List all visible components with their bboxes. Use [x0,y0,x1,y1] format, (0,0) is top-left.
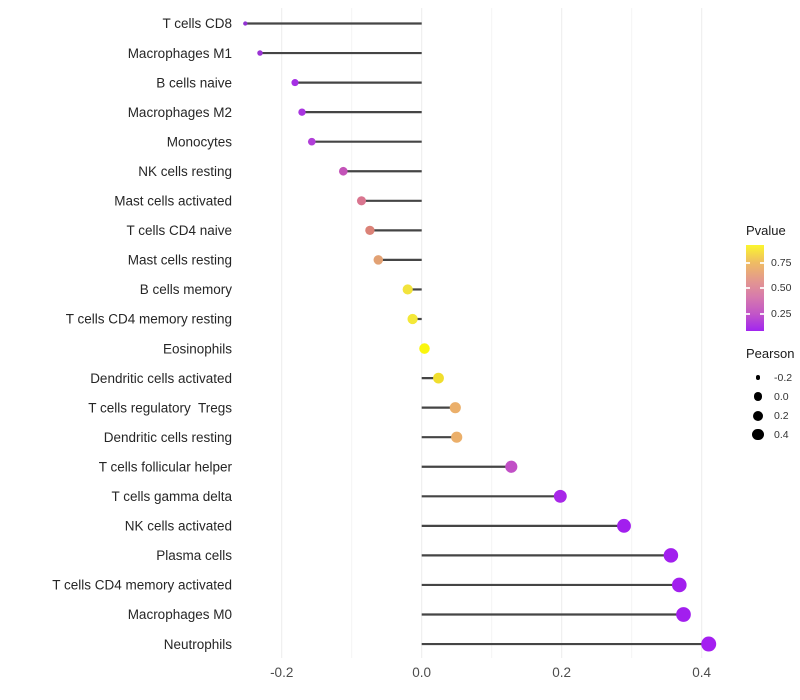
x-axis-tick-label: 0.2 [552,665,571,680]
y-axis-category-label: Dendritic cells activated [90,371,232,386]
data-point [433,372,444,384]
y-axis-category-label: Macrophages M0 [128,607,232,622]
data-point [243,21,248,26]
x-axis-tick-label: 0.4 [692,665,711,680]
y-axis-category-label: Mast cells activated [114,194,232,209]
pearson-dot-cell [746,392,770,401]
colorbar-tick-mark [746,287,750,290]
pearson-legend-title: Pearson [746,346,795,361]
data-point [451,431,463,443]
y-axis-category-label: T cells regulatory Tregs [88,400,232,415]
pearson-dot-cell [746,375,770,380]
data-point [671,577,687,593]
data-point [617,518,631,533]
data-point [338,166,348,176]
pearson-size-legend: Pearson -0.2 0.0 0.2 0.4 [746,346,800,444]
pearson-size-dot [753,392,763,401]
pvalue-legend-title: Pvalue [746,223,786,238]
y-axis-category-label: B cells naive [156,75,232,90]
pearson-size-dot [752,428,764,441]
pearson-legend-item: 0.0 [746,387,800,406]
colorbar-tick-mark [760,262,764,265]
pearson-size-dot [753,410,763,421]
colorbar-tick-mark [760,287,764,290]
y-axis-category-label: Macrophages M1 [128,46,232,61]
y-axis-category-label: B cells memory [140,282,233,297]
y-axis-category-label: Macrophages M2 [128,105,232,120]
pearson-dot-cell [746,428,770,441]
x-axis-tick-label: 0.0 [412,665,431,680]
pvalue-colorbar-wrap: 0.75 0.50 0.25 [746,245,800,331]
data-point [407,313,418,325]
y-axis-category-label: Monocytes [167,134,233,149]
y-axis-category-label: NK cells resting [138,164,232,179]
data-point [365,225,375,236]
pearson-size-label: 0.4 [774,428,789,441]
data-point [356,196,367,206]
data-point [663,548,679,563]
pearson-legend-item: -0.2 [746,368,800,387]
data-point [307,137,316,146]
y-axis-category-label: T cells follicular helper [99,459,233,474]
pearson-size-dot [755,375,761,380]
colorbar-tick-mark [746,313,750,316]
colorbar-tick-mark [746,262,750,265]
data-point [373,255,384,265]
pearson-legend-rows: -0.2 0.0 0.2 0.4 [746,368,800,444]
x-axis-tick-label: -0.2 [270,665,293,680]
data-point [402,284,413,295]
data-point [676,607,691,622]
y-axis-category-label: Eosinophils [163,341,232,356]
colorbar-tick-mark [760,313,764,316]
y-axis-category-label: T cells gamma delta [111,489,232,504]
pearson-size-label: -0.2 [774,371,793,384]
y-axis-category-label: Mast cells resting [128,253,232,268]
y-axis-category-label: Dendritic cells resting [104,430,232,445]
pvalue-legend: Pvalue 0.75 0.50 0.25 [746,223,800,331]
pvalue-tick-label: 0.50 [771,282,792,295]
pearson-legend-item: 0.2 [746,406,800,425]
pvalue-colorbar-gradient [746,245,764,331]
y-axis-category-label: T cells CD4 memory resting [66,312,232,327]
data-point [505,460,518,473]
data-point [553,489,567,503]
y-axis-category-label: NK cells activated [125,519,232,534]
y-axis-category-label: T cells CD4 naive [126,223,232,238]
pvalue-tick-label: 0.25 [771,308,792,321]
pearson-legend-item: 0.4 [746,425,800,444]
pearson-size-label: 0.0 [774,390,789,403]
data-point [419,343,430,354]
pearson-dot-cell [746,410,770,421]
y-axis-category-label: T cells CD4 memory activated [52,578,232,593]
y-axis-category-label: Plasma cells [156,548,232,563]
y-axis-category-label: T cells CD8 [162,16,232,31]
y-axis-category-label: Neutrophils [164,637,233,652]
pearson-size-label: 0.2 [774,409,789,422]
data-point [291,79,299,87]
data-point [701,636,717,652]
data-point [257,50,263,56]
data-point [449,402,461,414]
data-point [298,108,306,116]
pvalue-tick-label: 0.75 [771,257,792,270]
